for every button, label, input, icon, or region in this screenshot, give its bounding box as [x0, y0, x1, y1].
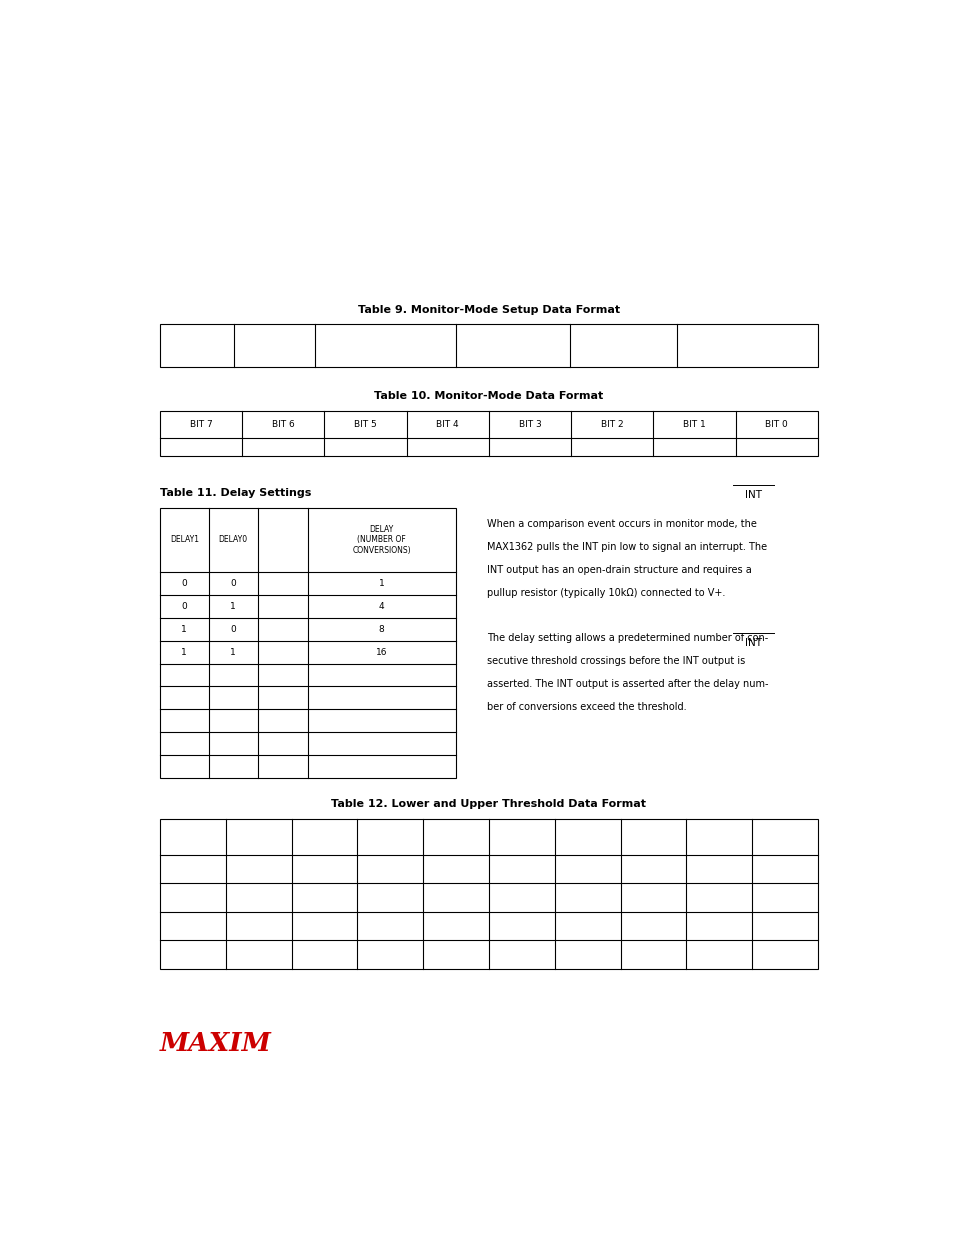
Text: asserted. The INT output is asserted after the delay num-: asserted. The INT output is asserted aft… [487, 679, 768, 689]
Text: DELAY0: DELAY0 [218, 536, 248, 545]
Text: When a comparison event occurs in monitor mode, the: When a comparison event occurs in monito… [487, 519, 757, 529]
Text: 0: 0 [181, 579, 187, 588]
Text: BIT 7: BIT 7 [190, 420, 213, 429]
Text: 1: 1 [230, 647, 235, 657]
Text: 1: 1 [181, 647, 187, 657]
Text: INT: INT [744, 638, 761, 648]
Text: BIT 0: BIT 0 [764, 420, 787, 429]
Text: BIT 6: BIT 6 [272, 420, 294, 429]
Text: Table 11. Delay Settings: Table 11. Delay Settings [160, 488, 311, 498]
Text: pullup resistor (typically 10kΩ) connected to V+.: pullup resistor (typically 10kΩ) connect… [487, 588, 725, 598]
Text: MAX1362 pulls the INT pin low to signal an interrupt. The: MAX1362 pulls the INT pin low to signal … [487, 542, 767, 552]
Text: 4: 4 [378, 601, 384, 611]
Text: INT output has an open-drain structure and requires a: INT output has an open-drain structure a… [487, 564, 751, 574]
Text: Table 10. Monitor-Mode Data Format: Table 10. Monitor-Mode Data Format [374, 391, 603, 401]
Text: 0: 0 [230, 579, 235, 588]
Text: BIT 4: BIT 4 [436, 420, 458, 429]
Text: BIT 5: BIT 5 [354, 420, 376, 429]
Bar [160, 324, 817, 367]
Text: 0: 0 [230, 625, 235, 634]
Text: DELAY
(NUMBER OF
CONVERSIONS): DELAY (NUMBER OF CONVERSIONS) [352, 525, 411, 555]
Text: BIT 2: BIT 2 [600, 420, 623, 429]
Text: MAXIM: MAXIM [160, 1031, 272, 1056]
Text: BIT 3: BIT 3 [518, 420, 541, 429]
Text: 1: 1 [230, 601, 235, 611]
Bar [160, 411, 817, 456]
Text: 1: 1 [378, 579, 384, 588]
Text: DELAY1: DELAY1 [170, 536, 198, 545]
Bar [160, 508, 456, 778]
Text: ber of conversions exceed the threshold.: ber of conversions exceed the threshold. [487, 701, 686, 711]
Text: 16: 16 [375, 647, 387, 657]
Text: Table 9. Monitor-Mode Setup Data Format: Table 9. Monitor-Mode Setup Data Format [357, 305, 619, 315]
Text: 8: 8 [378, 625, 384, 634]
Text: 1: 1 [181, 625, 187, 634]
Bar [160, 819, 817, 969]
Text: secutive threshold crossings before the INT output is: secutive threshold crossings before the … [487, 656, 745, 666]
Text: 0: 0 [181, 601, 187, 611]
Text: INT: INT [744, 490, 761, 500]
Text: BIT 1: BIT 1 [682, 420, 705, 429]
Text: The delay setting allows a predetermined number of con-: The delay setting allows a predetermined… [487, 634, 768, 643]
Text: Table 12. Lower and Upper Threshold Data Format: Table 12. Lower and Upper Threshold Data… [331, 799, 646, 809]
